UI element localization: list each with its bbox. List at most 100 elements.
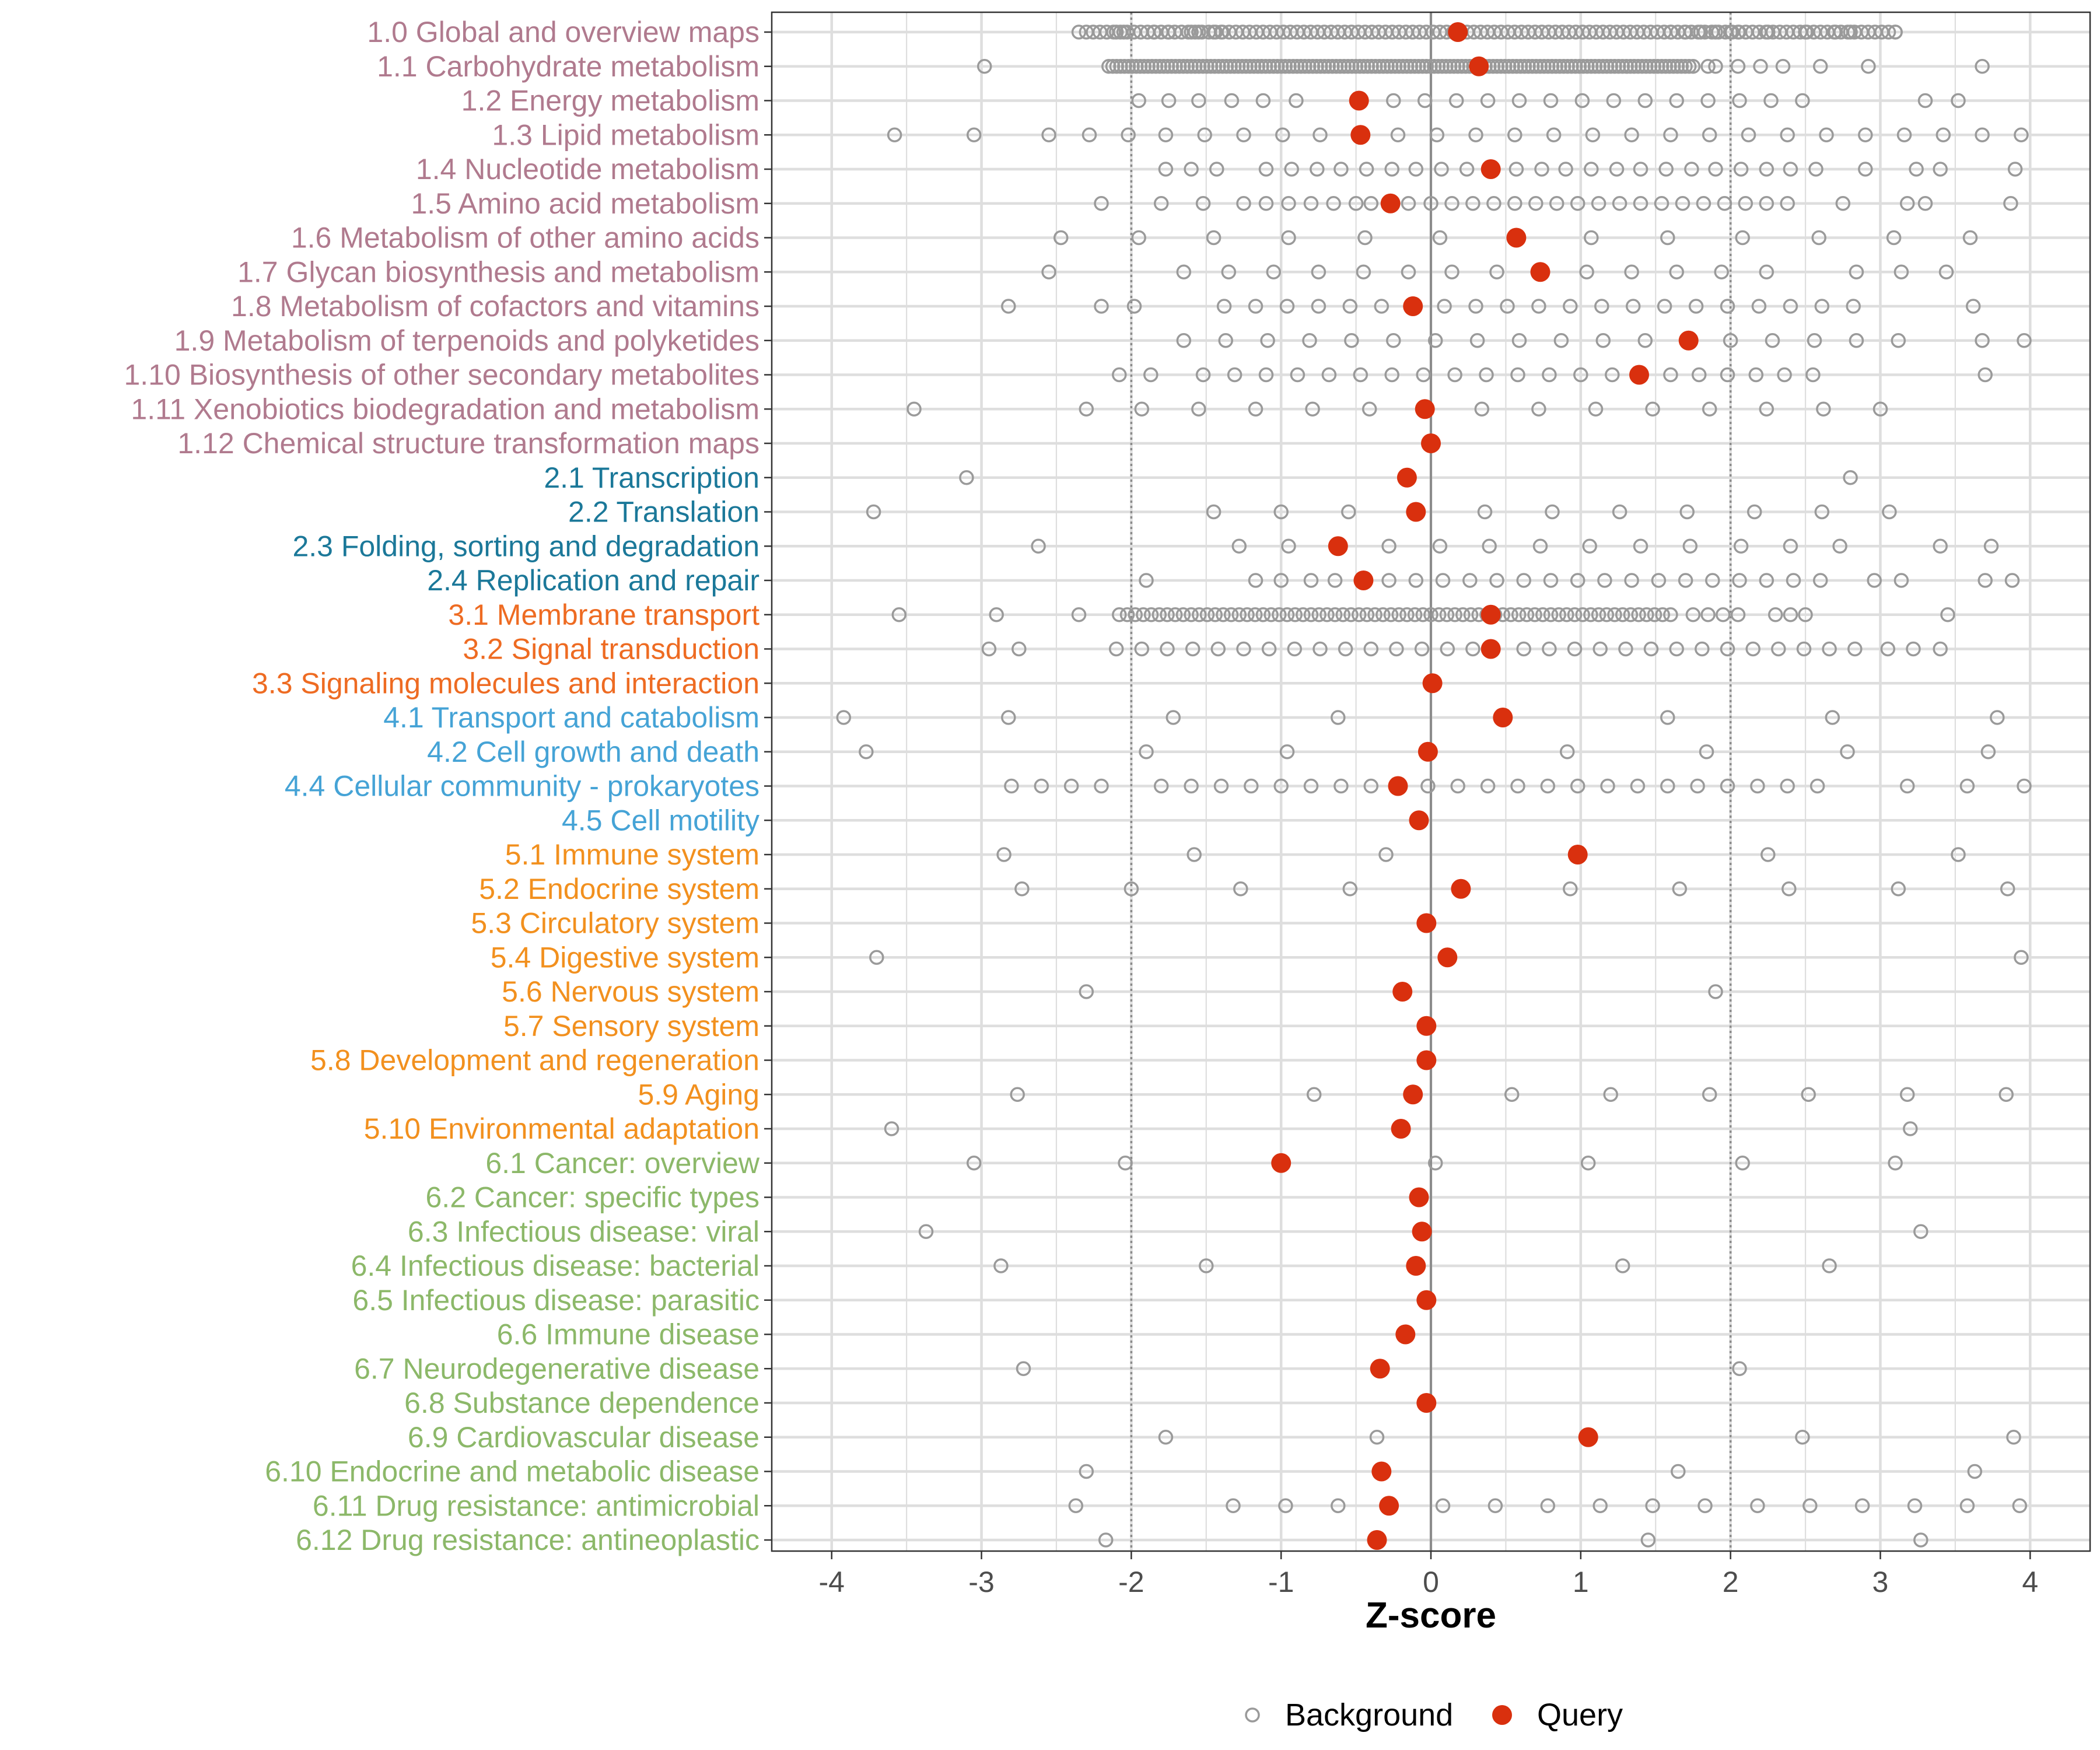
background-point [1275,127,1290,142]
background-point [1374,299,1390,314]
query-point [1271,1153,1292,1173]
background-point [1334,162,1349,177]
background-point [1273,59,1289,74]
background-point [1808,162,1824,177]
background-point [1403,59,1419,74]
x-tick-label: 0 [1423,1566,1439,1598]
background-point [1730,59,1746,74]
query-point [1403,1084,1423,1105]
background-point [1700,59,1716,74]
x-tick-label: -2 [1118,1566,1144,1598]
query-point [1421,433,1441,453]
background-point [1139,573,1154,588]
background-point [1913,1532,1929,1548]
background-point [1231,607,1247,622]
background-point [1309,59,1324,74]
background-point [1450,59,1465,74]
background-point [1116,59,1132,74]
background-point [977,59,992,74]
background-point [1880,641,1896,657]
background-point [1258,196,1274,211]
background-point [1517,59,1532,74]
background-point [1888,24,1903,40]
background-point [1894,264,1909,279]
background-point [1435,573,1451,588]
category-label: 2.4 Replication and repair [427,564,760,597]
legend-background-label: Background [1285,1698,1453,1732]
category-label: 6.12 Drug resistance: antineoplastic [296,1524,760,1556]
background-point [1570,573,1586,588]
query-points-layer [1271,22,1699,1550]
background-point [1572,59,1587,74]
background-point [1741,127,1756,142]
background-point [1780,127,1795,142]
background-point [1858,162,1873,177]
background-point [1444,264,1460,279]
query-point [1406,1256,1426,1276]
background-point [1376,607,1391,622]
background-point [1195,196,1211,211]
background-point [1624,264,1639,279]
background-point [1244,778,1259,794]
background-point [1639,607,1654,622]
background-point [1213,778,1229,794]
legend-query-label: Query [1537,1698,1623,1732]
background-point [1493,59,1508,74]
background-point [1206,230,1222,246]
background-point [1508,162,1524,177]
background-point [1427,1156,1443,1171]
background-point [1716,607,1731,622]
background-point [1455,607,1471,622]
background-point [1369,1430,1385,1445]
background-point [1160,607,1175,622]
background-point [1696,196,1712,211]
query-point [1416,1050,1437,1070]
background-point [1720,367,1735,383]
background-point [1427,333,1443,348]
background-point [1672,881,1688,897]
category-label: 6.8 Substance dependence [404,1387,760,1419]
background-point [1662,59,1677,74]
background-point [1131,230,1146,246]
background-point [1258,367,1274,383]
background-point [1286,59,1301,74]
background-point [2017,778,2032,794]
background-point [1580,1156,1596,1171]
background-point [1223,59,1238,74]
background-point [1735,1156,1750,1171]
background-point [1273,504,1289,520]
background-point [1567,607,1583,622]
background-point [1545,504,1560,520]
category-label: 6.2 Cancer: specific types [426,1181,760,1214]
background-point [1438,59,1454,74]
background-point [1362,401,1377,416]
background-point [1255,607,1271,622]
background-point [1980,744,1996,760]
background-point [1175,59,1191,74]
query-point [1367,1530,1387,1550]
background-point [1548,59,1563,74]
background-point [2012,1498,2028,1513]
background-point [1411,59,1426,74]
background-point [1279,607,1295,622]
background-point [1489,59,1505,74]
query-point [1349,90,1369,111]
background-point [1867,573,1882,588]
background-point [1415,59,1430,74]
background-point [1351,607,1367,622]
category-label: 3.1 Membrane transport [448,598,760,631]
background-point [1685,59,1701,74]
background-point [1446,59,1462,74]
background-point [1849,264,1864,279]
background-point [2017,333,2032,348]
background-point [1615,607,1630,622]
background-point [1816,401,1831,416]
background-point [1640,1532,1656,1548]
background-point [1231,538,1247,554]
background-point [1917,93,1933,108]
background-point [1140,59,1156,74]
background-point [1125,59,1140,74]
background-point [1751,299,1767,314]
query-point [1328,536,1348,556]
background-point [1321,59,1336,74]
